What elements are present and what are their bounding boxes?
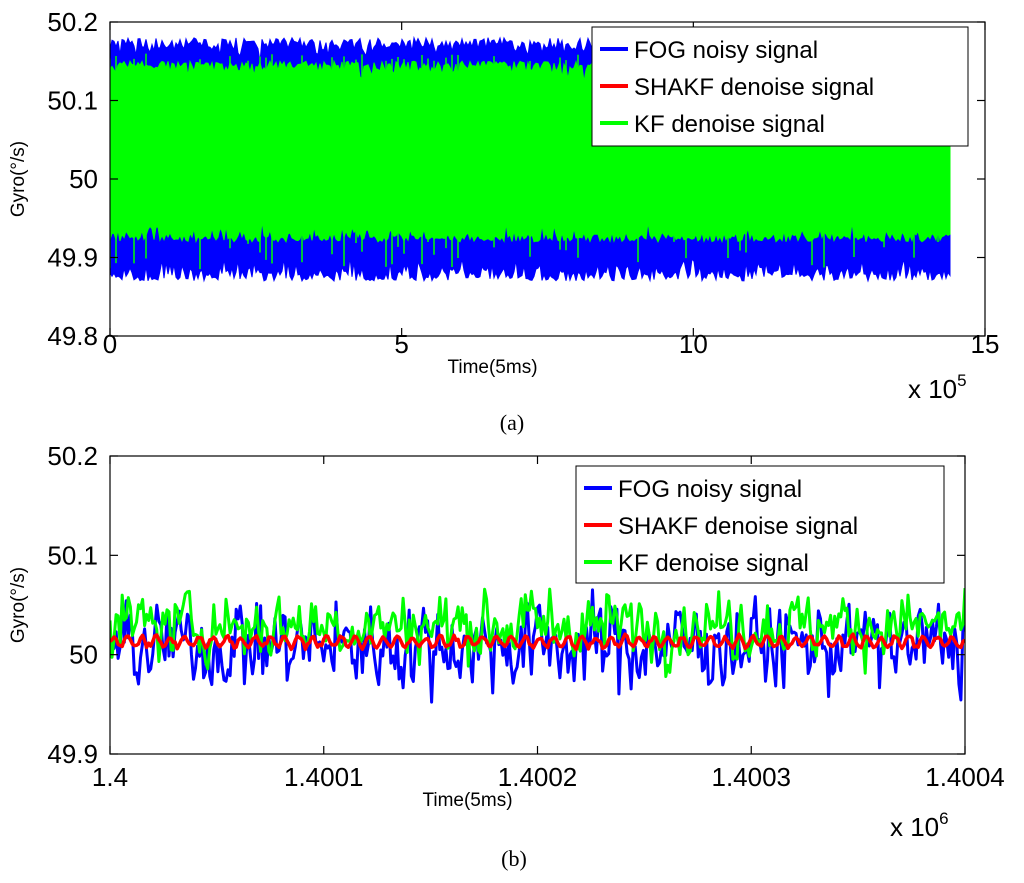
y-tick-label: 49.9 [47,243,98,273]
x-tick-label: 10 [679,329,708,359]
x-exponent-label: x 106 [890,809,949,842]
legend-entry: SHAKF denoise signal [634,74,874,101]
y-tick-label: 50 [69,640,98,670]
x-tick-label: 1.4003 [711,762,791,792]
legend-box [575,465,945,584]
y-tick-label: 50 [69,164,98,194]
y-tick-label: 49.9 [47,739,98,769]
x-exponent-label: x 105 [908,371,967,404]
panel-label: (a) [500,410,524,435]
x-tick-label: 1.4 [92,762,128,792]
x-axis-label: Time(5ms) [447,357,537,378]
series-shakf-denoise-signal [110,632,965,652]
x-tick-label: 15 [971,329,1000,359]
y-tick-label: 50.2 [47,7,98,37]
x-axis-label: Time(5ms) [422,790,512,811]
legend-entry: KF denoise signal [634,111,825,138]
legend-entry: SHAKF denoise signal [618,513,858,540]
x-tick-label: 0 [103,329,117,359]
x-tick-label: 1.4002 [498,762,578,792]
y-tick-label: 49.8 [47,321,98,351]
legend-entry: FOG noisy signal [618,476,802,503]
legend-entry: FOG noisy signal [634,37,818,64]
series-fog-noisy-signal [110,588,965,704]
legend: FOG noisy signal SHAKF denoise signal KF d… [575,465,945,584]
y-axis-label: Gyro(°/s) [8,567,29,643]
chart-panel-2: 1.4 1.4001 1.4002 1.4003 1.4004 49.9 50 50.1 50.… [8,441,1005,871]
series-kf-spikes [110,53,939,270]
x-tick-label: 1.4004 [925,762,1005,792]
series-layer [110,587,965,704]
y-axis-label: Gyro(°/s) [8,141,29,217]
legend-entry: KF denoise signal [618,550,809,577]
x-tick-label: 1.4001 [284,762,364,792]
legend: FOG noisy signal SHAKF denoise signal KF d… [591,26,969,147]
legend-box [591,26,969,147]
panel-label: (b) [501,846,527,871]
x-tick-label: 5 [394,329,408,359]
y-tick-label: 50.1 [47,86,98,116]
series-kf-denoise-signal [110,587,965,678]
y-tick-label: 50.2 [47,441,98,471]
chart-panel-1: 0 5 10 15 49.8 49.9 50 50.1 50.2 Time(5ms) Gyro(°/… [8,7,999,435]
y-tick-label: 50.1 [47,540,98,570]
